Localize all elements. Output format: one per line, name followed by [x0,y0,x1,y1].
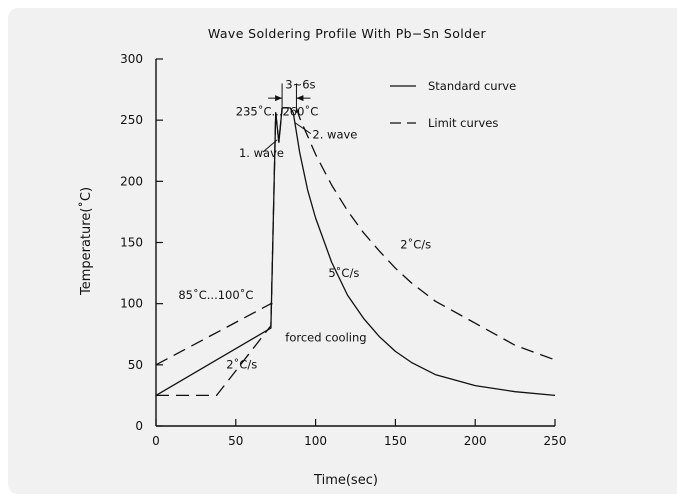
annotation-label: 1. wave [239,146,284,160]
y-tick-label: 200 [120,174,143,188]
annotation-label: forced cooling [285,331,366,345]
annotation-label: 5˚C/s [328,265,359,280]
annotation-label: 2˚C/s [226,357,257,372]
y-tick-label: 50 [128,358,143,372]
interval-right-arrowhead [296,95,304,102]
y-tick-label: 150 [120,236,143,250]
x-tick-label: 100 [304,434,327,448]
interval-left-arrowhead [275,95,283,102]
annotation-label: 235˚C...260˚C [236,103,318,118]
annotation-label: 2. wave [312,128,357,142]
chart-title: Wave Soldering Profile With Pb−Sn Solder [208,26,487,41]
annotation-label: 85˚C...100˚C [178,287,253,302]
x-tick-label: 250 [544,434,567,448]
x-tick-label: 50 [228,434,243,448]
y-tick-label: 250 [120,113,143,127]
x-axis-label: Time(sec) [313,473,378,488]
standard-curve-line [155,107,556,397]
limit-curve-line [155,303,273,366]
x-tick-label: 150 [384,434,407,448]
y-tick-label: 100 [120,297,143,311]
annotation-label: 3~6s [285,77,315,91]
limit-curve-line [156,107,556,397]
y-axis-label: Temperature(˚C) [78,187,94,296]
legend-label: Standard curve [428,79,516,93]
legend-label: Limit curves [428,116,498,130]
x-tick-label: 200 [464,434,487,448]
wave1-leader-line [262,139,278,153]
x-tick-label: 0 [152,434,160,448]
y-tick-label: 0 [135,419,143,433]
y-tick-label: 300 [120,52,143,66]
chart-card [8,8,677,494]
wave2-leader-line [294,122,312,135]
annotation-label: 2˚C/s [400,237,431,252]
